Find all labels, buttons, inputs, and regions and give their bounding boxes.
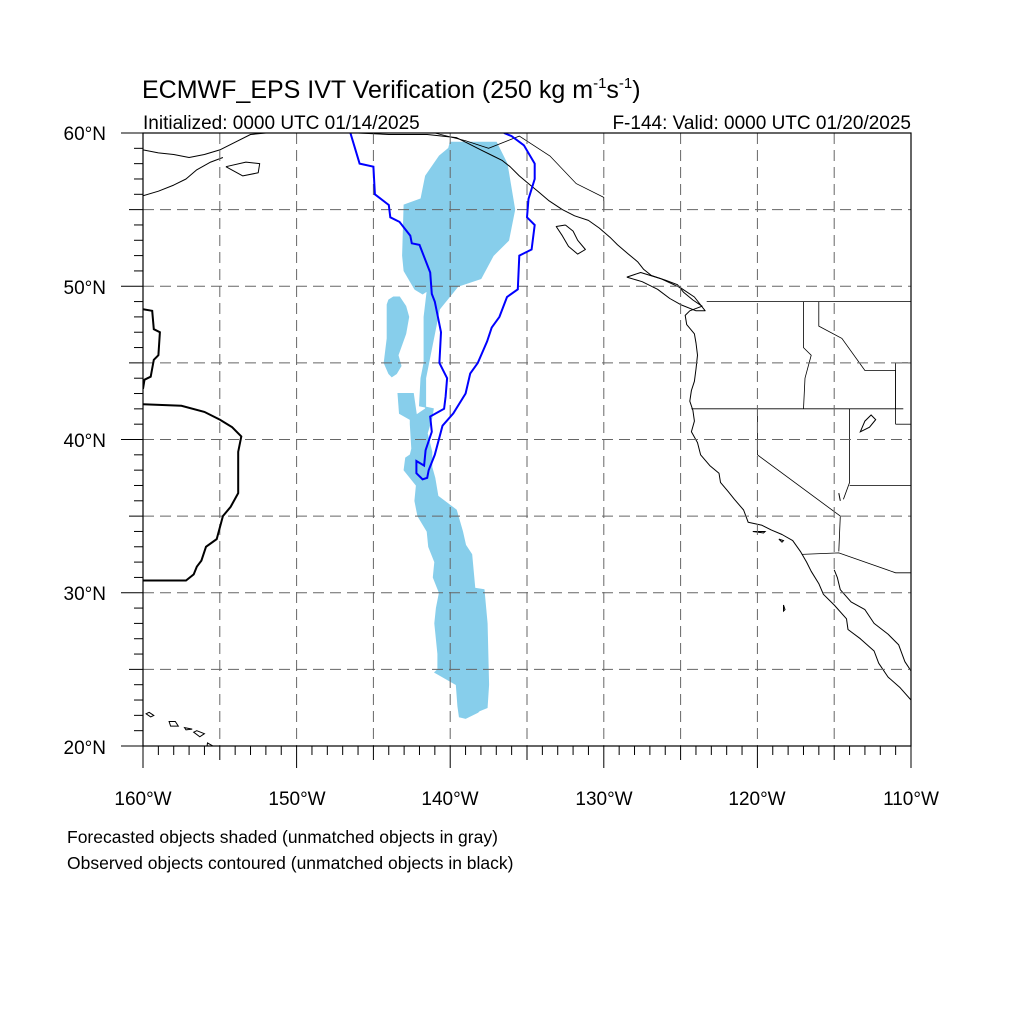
lon-label-160w: 160°W: [114, 789, 171, 810]
legend-forecast-caption: Forecasted objects shaded (unmatched obj…: [67, 827, 498, 847]
lat-label-30n: 30°N: [64, 584, 106, 605]
island-9: [838, 493, 841, 501]
legend-observed-caption: Observed objects contoured (unmatched ob…: [67, 853, 514, 873]
state-border-2: [757, 408, 841, 552]
western-unmatched-observed-object: [143, 403, 243, 582]
coastline-5: [143, 157, 224, 197]
geography-layer: [143, 133, 911, 746]
valid-time-label: F-144: Valid: 0000 UTC 01/20/2025: [612, 113, 911, 134]
state-border-11: [434, 133, 605, 210]
forecast-objects: [383, 141, 516, 719]
northwest-unmatched-observed-object: [143, 308, 161, 390]
lon-label-110w: 110°W: [883, 789, 939, 810]
lon-label-120w: 120°W: [728, 789, 785, 810]
lat-label-60n: 60°N: [64, 124, 106, 145]
map-title: ECMWF_EPS IVT Verification (250 kg m-1s-…: [142, 75, 641, 104]
coastline-1: [833, 569, 911, 672]
island-4: [183, 726, 193, 731]
axis-ticks: [121, 132, 912, 768]
state-border-5: [818, 301, 896, 371]
lat-label-20n: 20°N: [64, 738, 106, 759]
coastline-4: [143, 133, 266, 158]
island-3: [145, 711, 155, 718]
observed-objects: [143, 133, 536, 582]
gridlines: [143, 133, 911, 746]
lon-label-140w: 140°W: [421, 789, 478, 810]
island-2: [168, 721, 180, 727]
longitude-labels: 160°W 150°W 140°W 130°W 120°W 110°W: [114, 789, 939, 810]
lat-label-40n: 40°N: [64, 431, 106, 452]
island-1: [192, 730, 206, 738]
lon-label-130w: 130°W: [575, 789, 632, 810]
island-8: [859, 414, 877, 433]
coastline-0: [357, 133, 911, 701]
init-time-label: Initialized: 0000 UTC 01/14/2025: [143, 113, 420, 134]
map-frame: [142, 132, 912, 747]
coastline-6: [225, 161, 261, 177]
island-7: [783, 604, 786, 613]
coastline-2: [626, 272, 706, 312]
central-forecast-object: [383, 296, 410, 378]
northern-forecast-object: [397, 141, 516, 719]
latitude-labels: 60°N 50°N 40°N 30°N 20°N: [64, 124, 106, 759]
state-border-10: [895, 362, 911, 425]
matched-observed-object: [349, 133, 536, 481]
lat-label-50n: 50°N: [64, 278, 106, 299]
lon-label-150w: 150°W: [268, 789, 325, 810]
coastline-3: [555, 224, 586, 255]
state-border-3: [801, 552, 911, 574]
island-5: [778, 538, 785, 543]
state-border-4: [803, 301, 812, 409]
state-border-6: [843, 408, 850, 500]
island-6: [752, 531, 767, 534]
